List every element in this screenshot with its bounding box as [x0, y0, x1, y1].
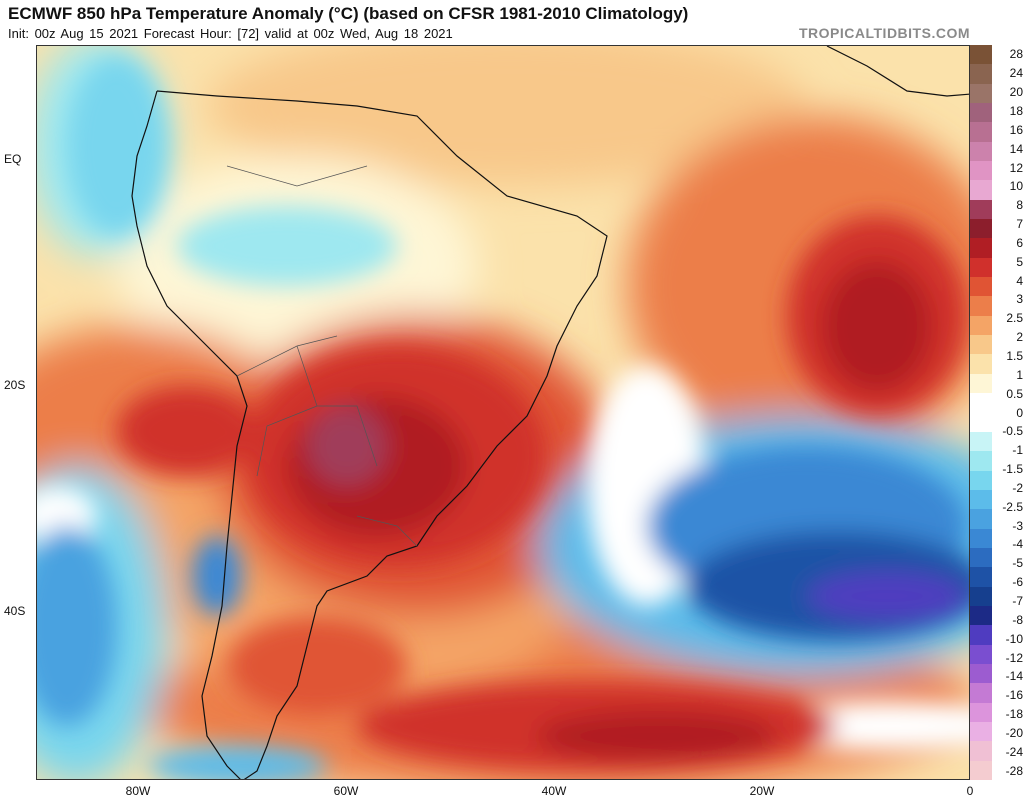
east-coastline	[156, 90, 608, 779]
detail-anomaly-layer	[37, 56, 969, 779]
colorbar-label: 20	[1009, 85, 1023, 100]
lon-label-40w: 40W	[541, 784, 567, 798]
colorbar-label: -3	[1012, 518, 1023, 533]
west-coastline	[131, 90, 248, 779]
colorbar-swatch	[970, 335, 992, 355]
colorbar-swatch	[970, 64, 992, 85]
colorbar-label: 18	[1009, 103, 1023, 118]
colorbar-label: -28	[1005, 763, 1023, 778]
colorbar-swatch	[970, 489, 992, 510]
colorbar-label: 2	[1016, 330, 1023, 345]
colorbar-swatch	[970, 431, 992, 452]
colorbar-swatch	[970, 45, 992, 65]
lon-label-20w: 20W	[749, 784, 775, 798]
brand-watermark: TROPICALTIDBITS.COM	[798, 25, 970, 41]
colorbar-label: 0.5	[1006, 386, 1023, 401]
colorbar-label: -10	[1005, 631, 1023, 646]
lon-label-60w: 60W	[333, 784, 359, 798]
colorbar-label: 12	[1009, 160, 1023, 175]
colorbar-label: -0.5	[1002, 424, 1023, 439]
colorbar-label: 10	[1009, 179, 1023, 194]
lat-label-40s: 40S	[4, 604, 26, 618]
colorbar-label: 8	[1016, 198, 1023, 213]
colorbar-swatch	[970, 451, 992, 471]
colorbar-label: -5	[1012, 556, 1023, 571]
colorbar-swatch	[970, 161, 992, 181]
colorbar-swatch	[970, 141, 992, 162]
colorbar-swatch	[970, 277, 992, 297]
colorbar-swatch	[970, 257, 992, 278]
colorbar-swatch	[970, 393, 992, 413]
colorbar-label: 1.5	[1006, 348, 1023, 363]
colorbar-label: 7	[1016, 217, 1023, 232]
colorbar-swatch	[970, 721, 992, 742]
africa-coastline	[826, 46, 969, 97]
colorbar-swatch	[970, 412, 992, 433]
colorbar-label: 1	[1016, 367, 1023, 382]
colorbar-label: -1.5	[1002, 462, 1023, 477]
colorbar-swatch	[970, 663, 992, 684]
colorbar-label: -16	[1005, 688, 1023, 703]
colorbar-label: 14	[1009, 141, 1023, 156]
colorbar-label: -24	[1005, 744, 1023, 759]
lon-label-80w: 80W	[125, 784, 151, 798]
colorbar-swatch	[970, 470, 992, 491]
colorbar-swatch	[970, 373, 992, 394]
colorbar-swatch	[970, 567, 992, 588]
lat-label-eq: EQ	[4, 152, 22, 166]
colorbar-swatch	[970, 354, 992, 375]
colorbar-swatch	[970, 509, 992, 530]
lon-label-0: 0	[966, 784, 974, 798]
colorbar-swatch	[970, 315, 992, 336]
colorbar-label: -8	[1012, 612, 1023, 627]
colorbar-label: 2.5	[1006, 311, 1023, 326]
colorbar-swatch	[970, 702, 992, 723]
lat-label-20s: 20S	[4, 378, 26, 392]
colorbar-label: -2.5	[1002, 499, 1023, 514]
forecast-subtitle: Init: 00z Aug 15 2021 Forecast Hour: [72…	[8, 26, 453, 41]
colorbar-swatch	[970, 180, 992, 201]
colorbar-swatch	[970, 644, 992, 665]
colorbar-labels: 28 24 20 18 16 14 12 10 8 7 6 5 4 3 2.5 2 1.5 1 0.5 0 -0.5 -1…	[968, 45, 1024, 780]
colorbar-swatch	[970, 760, 992, 781]
colorbar-swatch	[970, 219, 992, 239]
anomaly-map	[36, 45, 970, 780]
anomaly-field	[37, 46, 969, 779]
colorbar-swatch	[970, 586, 992, 607]
colorbar-swatch	[970, 83, 992, 104]
colorbar-label: 24	[1009, 66, 1023, 81]
colorbar-label: 3	[1016, 292, 1023, 307]
colorbar-swatch	[970, 741, 992, 762]
colorbar-label: -18	[1005, 707, 1023, 722]
colorbar-label: 5	[1016, 254, 1023, 269]
colorbar-label: -1	[1012, 443, 1023, 458]
colorbar-swatch	[970, 605, 992, 626]
colorbar-label: -12	[1005, 650, 1023, 665]
colorbar-swatch	[970, 625, 992, 646]
colorbar-swatch	[970, 683, 992, 704]
colorbar	[970, 45, 992, 781]
colorbar-label: -6	[1012, 575, 1023, 590]
colorbar-swatch	[970, 296, 992, 317]
colorbar-swatch	[970, 238, 992, 259]
colorbar-swatch	[970, 199, 992, 220]
colorbar-swatch	[970, 528, 992, 549]
colorbar-swatch	[970, 103, 992, 123]
colorbar-label: -7	[1012, 593, 1023, 608]
chart-title: ECMWF 850 hPa Temperature Anomaly (°C) (…	[8, 4, 689, 23]
colorbar-label: -2	[1012, 480, 1023, 495]
colorbar-label: 6	[1016, 235, 1023, 250]
colorbar-label: -20	[1005, 725, 1023, 740]
colorbar-label: 28	[1009, 47, 1023, 62]
colorbar-label: -14	[1005, 669, 1023, 684]
colorbar-label: 16	[1009, 122, 1023, 137]
country-borders	[226, 165, 418, 547]
colorbar-label: -4	[1012, 537, 1023, 552]
colorbar-swatch	[970, 122, 992, 143]
colorbar-label: 4	[1016, 273, 1023, 288]
colorbar-label: 0	[1016, 405, 1023, 420]
colorbar-swatch	[970, 547, 992, 568]
